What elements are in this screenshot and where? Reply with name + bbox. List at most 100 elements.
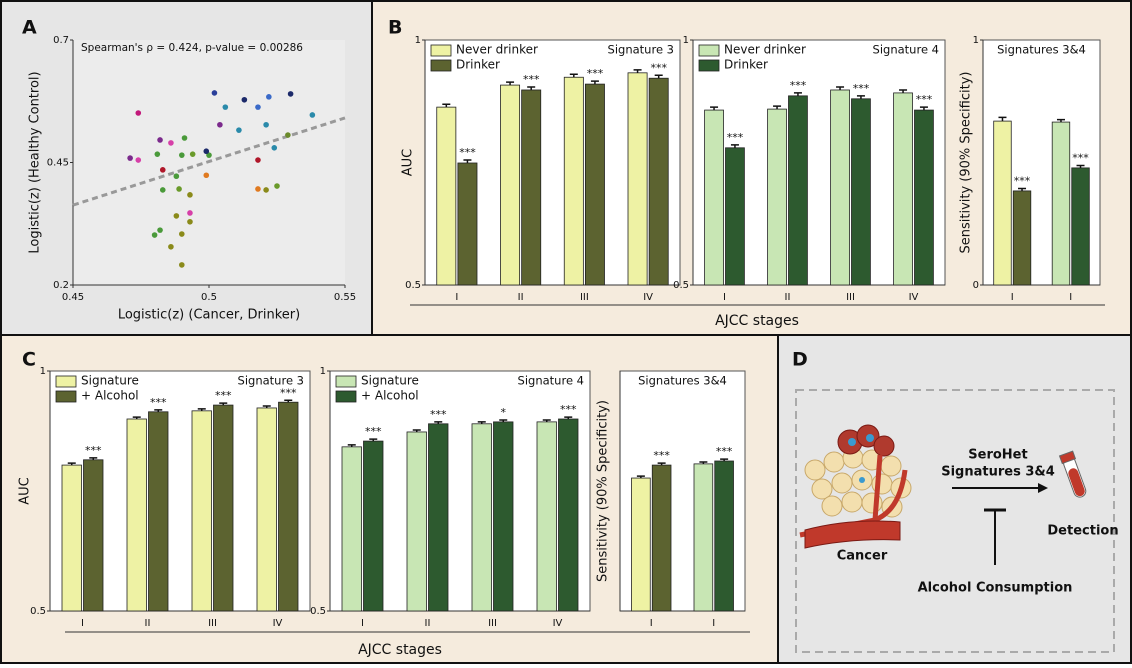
bar — [1072, 168, 1090, 285]
bar — [279, 402, 299, 611]
x-tick-label: IV — [909, 292, 919, 303]
x-tick-label: IV — [273, 618, 283, 629]
bar — [632, 478, 651, 611]
point — [263, 187, 269, 193]
x-tick-label: I — [712, 618, 715, 629]
bar — [915, 110, 934, 285]
bar — [437, 107, 456, 285]
point — [223, 104, 229, 110]
point — [127, 155, 133, 161]
bar — [564, 77, 583, 285]
shared-x-label: AJCC stages — [715, 313, 799, 329]
point — [285, 132, 291, 138]
legend-label: + Alcohol — [361, 389, 419, 403]
y-tick-label: 0 — [973, 280, 979, 291]
bar — [407, 432, 427, 611]
x-tick-label: I — [81, 618, 84, 629]
bar — [831, 90, 850, 285]
chart-title: Signatures 3&4 — [997, 43, 1086, 57]
y-tick-label: 0.5 — [405, 280, 421, 291]
significance: *** — [727, 131, 744, 144]
point — [203, 172, 209, 178]
legend-label: Signature — [361, 374, 419, 388]
y-tick-label: 0.45 — [47, 158, 69, 169]
point — [203, 148, 209, 154]
point — [168, 244, 174, 250]
x-tick-label: II — [145, 618, 151, 629]
point — [255, 104, 261, 110]
chart-title: Signature 3 — [608, 43, 674, 57]
chart-title: Signatures 3&4 — [638, 374, 727, 388]
annotation: Spearman's ρ = 0.424, p-value = 0.00286 — [81, 42, 303, 54]
legend-swatch — [699, 45, 719, 56]
legend-label: Signature — [81, 374, 139, 388]
bar — [994, 121, 1012, 285]
significance: *** — [1072, 151, 1089, 164]
point — [155, 151, 161, 157]
point — [212, 90, 218, 96]
point — [274, 183, 280, 189]
bar — [127, 419, 147, 611]
legend-swatch — [431, 60, 451, 71]
y-tick-label: 1 — [683, 35, 689, 46]
point — [236, 127, 242, 133]
bar — [342, 447, 362, 611]
bar — [537, 422, 557, 611]
bar — [628, 73, 647, 285]
x-tick-label: IV — [553, 618, 563, 629]
point — [187, 192, 193, 198]
point — [271, 145, 277, 151]
legend-label: Never drinker — [456, 43, 538, 57]
legend-label: + Alcohol — [81, 389, 139, 403]
bar — [768, 109, 787, 285]
significance: *** — [560, 403, 577, 416]
significance: *** — [1014, 174, 1031, 187]
point — [179, 262, 185, 268]
point — [263, 122, 269, 128]
bar — [694, 464, 713, 611]
x-tick-label: I — [650, 618, 653, 629]
bar — [214, 405, 234, 611]
legend-swatch — [699, 60, 719, 71]
y-axis-label: Logistic(z) (Healthy Control) — [28, 71, 43, 253]
legend-swatch — [336, 376, 356, 387]
bar — [715, 461, 734, 611]
y-axis-label: AUC — [401, 149, 416, 177]
shared-x-label: AJCC stages — [358, 642, 442, 658]
point — [176, 186, 182, 192]
bar — [852, 99, 871, 285]
significance: *** — [459, 146, 476, 159]
significance: *** — [523, 73, 540, 86]
y-tick-label: 0.2 — [53, 280, 69, 291]
y-tick-label: 1 — [320, 366, 326, 377]
bar — [649, 78, 668, 285]
point — [179, 152, 185, 158]
point — [160, 187, 166, 193]
bar — [1052, 122, 1070, 285]
bar — [559, 419, 579, 611]
significance: *** — [215, 389, 232, 402]
y-axis-label: AUC — [18, 477, 33, 505]
point — [182, 135, 188, 141]
point — [160, 167, 166, 173]
arrow-label: SeroHet — [968, 448, 1027, 463]
x-tick-label: IV — [643, 292, 653, 303]
y-axis-label: Sensitivity (90% Specificity) — [959, 72, 974, 254]
bar — [1013, 191, 1031, 285]
x-tick-label: III — [488, 618, 497, 629]
point — [242, 97, 248, 103]
legend-swatch — [336, 391, 356, 402]
y-tick-label: 1 — [40, 366, 46, 377]
figure: A B C D AJCC stages AJCC stages SeroHet … — [0, 0, 1132, 664]
y-tick-label: 0.5 — [673, 280, 689, 291]
x-tick-label: I — [723, 292, 726, 303]
significance: *** — [280, 386, 297, 399]
inhibitor-label: Alcohol Consumption — [918, 581, 1073, 596]
x-tick-label: II — [518, 292, 524, 303]
point — [174, 213, 180, 219]
x-tick-label: 0.55 — [334, 292, 356, 303]
bar — [585, 84, 604, 285]
panel-label: A — [22, 17, 37, 39]
x-tick-label: I — [455, 292, 458, 303]
panel-label: B — [388, 17, 402, 39]
